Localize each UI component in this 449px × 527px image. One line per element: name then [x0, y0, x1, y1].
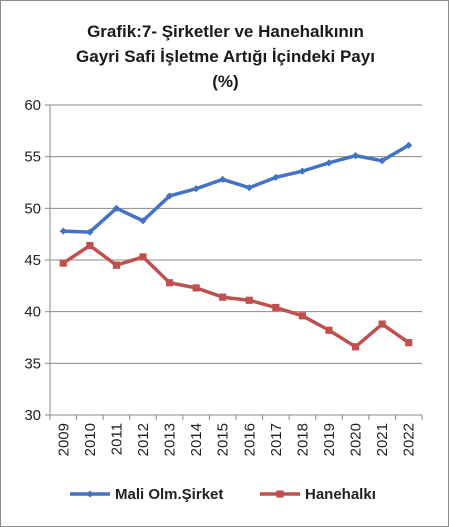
series-line — [62, 243, 410, 349]
x-tick-label: 2010 — [82, 423, 99, 456]
data-point — [351, 343, 360, 351]
data-point — [405, 141, 413, 149]
data-point — [112, 204, 121, 212]
y-tick-label: 35 — [24, 355, 41, 372]
x-tick-label: 2015 — [215, 423, 232, 456]
data-point — [298, 312, 307, 320]
data-point — [351, 152, 360, 160]
x-tick-label: 2016 — [241, 423, 258, 456]
chart-title: Grafik:7- Şirketler ve Hanehalkının Gayr… — [1, 19, 449, 94]
data-point — [298, 167, 307, 175]
chart-title-line-1: Grafik:7- Şirketler ve Hanehalkının — [87, 22, 364, 41]
x-tick-label: 2017 — [268, 423, 285, 456]
data-point — [378, 320, 386, 328]
data-point — [139, 253, 147, 261]
data-point — [245, 296, 253, 304]
data-point — [245, 184, 253, 192]
data-point — [192, 284, 200, 292]
data-point — [192, 185, 200, 193]
data-point — [86, 241, 94, 250]
data-point — [59, 259, 67, 267]
x-tick-label: 2022 — [401, 423, 418, 456]
legend-item: Hanehalkı — [260, 486, 376, 503]
data-point — [59, 227, 67, 235]
y-tick-label: 60 — [24, 97, 41, 114]
y-tick-label: 45 — [24, 252, 41, 269]
data-point — [219, 293, 227, 301]
data-point — [139, 217, 147, 225]
chart-title-line-3: (%) — [212, 72, 239, 91]
data-point — [112, 261, 121, 269]
legend-marker — [86, 490, 94, 498]
data-point — [272, 303, 280, 312]
legend-item: Mali Olm.Şirket — [70, 486, 223, 503]
y-tick-label: 55 — [24, 149, 41, 166]
x-tick-label: 2009 — [55, 423, 72, 456]
x-tick-label: 2019 — [321, 423, 338, 456]
data-point — [165, 192, 174, 200]
data-point — [219, 175, 227, 183]
data-point — [165, 279, 174, 287]
x-tick-label: 2011 — [108, 423, 125, 455]
x-tick-label: 2013 — [162, 423, 179, 456]
x-tick-label: 2020 — [348, 423, 365, 456]
data-point — [378, 157, 386, 165]
x-tick-label: 2021 — [374, 423, 391, 456]
x-tick-label: 2018 — [294, 423, 311, 456]
data-point — [86, 228, 94, 236]
x-tick-label: 2012 — [135, 423, 152, 456]
y-tick-label: 50 — [24, 200, 41, 217]
legend-label: Mali Olm.Şirket — [115, 486, 223, 503]
data-point — [405, 339, 413, 347]
legend-marker — [276, 490, 284, 498]
x-tick-label: 2014 — [188, 423, 205, 456]
chart-title-line-2: Gayri Safi İşletme Artığı İçindeki Payı — [76, 47, 375, 66]
series-line — [63, 143, 410, 234]
data-point — [325, 159, 333, 167]
y-tick-label: 30 — [24, 407, 41, 424]
legend-label: Hanehalkı — [305, 486, 376, 503]
data-point — [272, 173, 280, 181]
data-point — [325, 326, 333, 334]
y-tick-label: 40 — [24, 304, 41, 321]
